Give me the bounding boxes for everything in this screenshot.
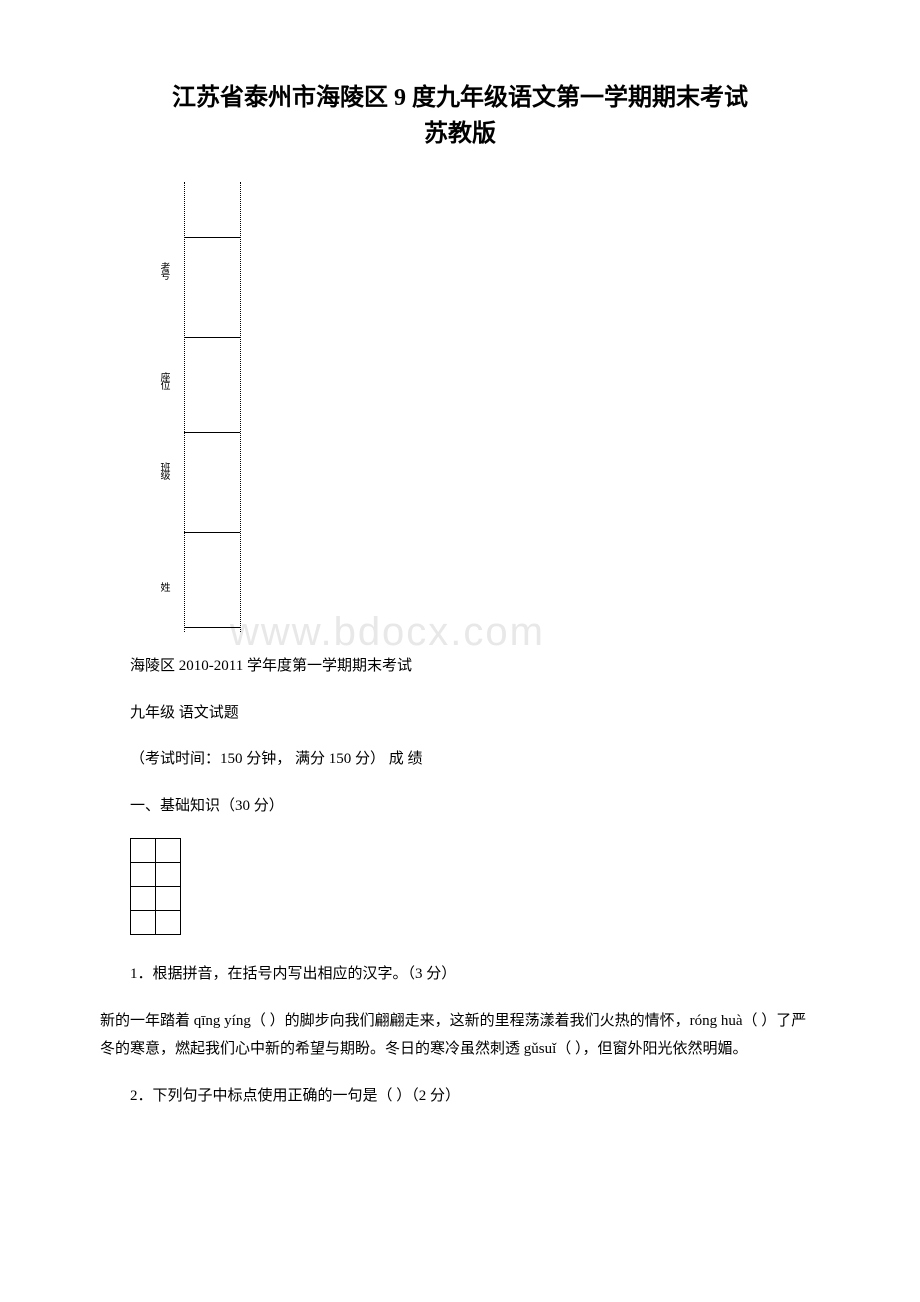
diagram-hline <box>184 237 240 238</box>
table-cell <box>156 839 181 863</box>
section-heading: 一、基础知识（30 分） <box>100 792 820 821</box>
table-cell <box>131 839 156 863</box>
question-1-label: 1．根据拼音，在括号内写出相应的汉字。（3 分） <box>100 960 820 989</box>
table-cell <box>131 863 156 887</box>
table-cell <box>156 863 181 887</box>
diagram-hline <box>184 627 240 628</box>
diagram-hline <box>184 432 240 433</box>
dotted-line-left <box>184 182 185 632</box>
table-cell <box>156 887 181 911</box>
question-2-label: 2．下列句子中标点使用正确的一句是（ ）（2 分） <box>100 1082 820 1111</box>
diagram-hline <box>184 337 240 338</box>
title-line-1: 江苏省泰州市海陵区 9 度九年级语文第一学期期末考试 <box>100 80 820 116</box>
table-cell <box>131 887 156 911</box>
table-cell <box>156 911 181 935</box>
title-line-2: 苏教版 <box>100 116 820 152</box>
question-1-text: 新的一年踏着 qīng yíng（ ）的脚步向我们翩翩走来，这新的里程荡漾着我们… <box>100 1007 820 1064</box>
table-cell <box>131 911 156 935</box>
diagram-label: 考号 <box>156 262 171 278</box>
diagram-label: 座位 <box>156 372 171 388</box>
diagram-label: 班级 <box>156 462 171 478</box>
document-title: 江苏省泰州市海陵区 9 度九年级语文第一学期期末考试 苏教版 <box>100 80 820 152</box>
exam-header-region: 海陵区 2010-2011 学年度第一学期期末考试 <box>100 652 820 681</box>
exam-subject: 九年级 语文试题 <box>100 699 820 728</box>
dotted-line-right <box>240 182 241 632</box>
diagram-label: 姓 <box>156 582 171 590</box>
exam-info: （考试时间：150 分钟， 满分 150 分） 成 绩 <box>100 745 820 774</box>
binding-diagram: 考号座位班级姓 <box>160 182 300 632</box>
diagram-hline <box>184 532 240 533</box>
answer-grid <box>130 838 181 935</box>
